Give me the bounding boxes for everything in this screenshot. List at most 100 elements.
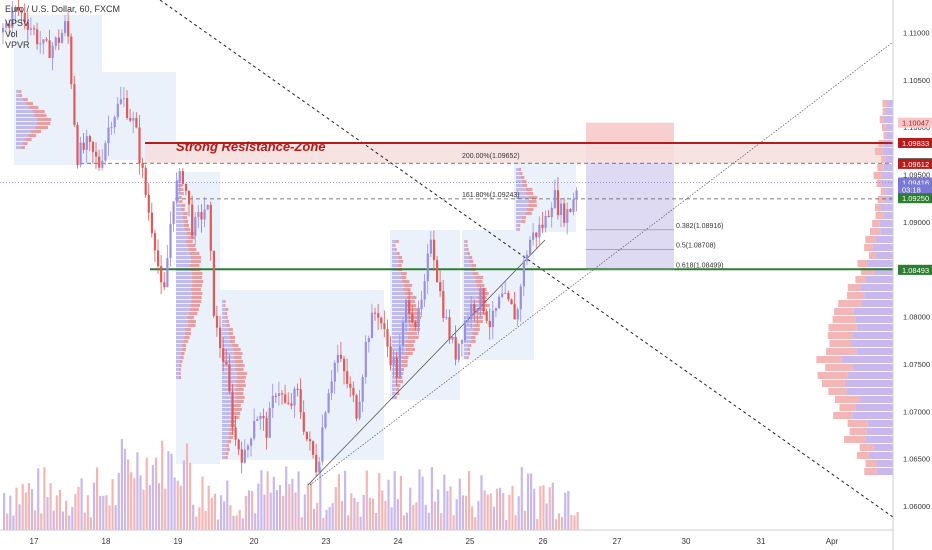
candle-bullish xyxy=(250,438,253,446)
session-profile-up xyxy=(222,320,227,323)
support-trendline[interactable] xyxy=(307,239,546,486)
session-profile-down xyxy=(404,292,413,295)
session-profile-up xyxy=(176,296,192,299)
session-profile-down xyxy=(180,192,184,195)
volume-bar xyxy=(185,443,189,530)
session-profile-down xyxy=(235,364,245,367)
session-profile-down xyxy=(525,212,532,215)
candle-bullish xyxy=(529,239,532,255)
candle-bullish xyxy=(256,419,259,421)
session-profile-up xyxy=(176,232,187,235)
session-profile-down xyxy=(225,452,229,455)
session-profile-down xyxy=(226,320,229,323)
vpvr-bar-down xyxy=(839,404,856,411)
volume-bar xyxy=(30,489,34,530)
candle-bullish xyxy=(119,99,122,104)
candle-bearish xyxy=(163,282,166,288)
volume-bar xyxy=(102,495,105,530)
candle-bullish xyxy=(463,321,467,340)
candle-bearish xyxy=(23,12,26,23)
session-profile-down xyxy=(232,412,241,415)
session-profile-down xyxy=(408,320,420,323)
session-profile-down xyxy=(28,134,37,137)
session-profile-down xyxy=(470,336,476,339)
candle-bullish xyxy=(166,258,169,288)
candle-bearish xyxy=(45,39,48,41)
price-axis[interactable] xyxy=(893,0,932,550)
volume-bar xyxy=(365,470,368,530)
candle-bullish xyxy=(277,393,281,397)
ascending-trendline[interactable] xyxy=(309,41,894,486)
session-profile-down xyxy=(184,228,191,231)
session-profile-down xyxy=(35,126,49,129)
vpvr-bar-down xyxy=(834,308,854,315)
vpvr-bar-up xyxy=(880,228,893,235)
price-tick-label: 1.09500 xyxy=(903,171,930,180)
candle-bearish xyxy=(240,449,243,463)
candle-bearish xyxy=(188,190,191,205)
session-profile-up xyxy=(176,216,183,219)
session-profile-up xyxy=(176,332,185,335)
session-profile-up xyxy=(176,276,192,279)
volume-bar xyxy=(142,489,145,530)
session-profile-down xyxy=(478,312,488,315)
volume-bar xyxy=(34,510,37,530)
session-profile-down xyxy=(528,196,538,199)
session-profile-down xyxy=(178,376,181,379)
volume-bar xyxy=(127,459,130,530)
resistance-zone[interactable] xyxy=(145,142,893,164)
candle-bullish xyxy=(110,127,113,129)
descending-trendline[interactable] xyxy=(159,0,901,523)
session-profile-up xyxy=(392,312,410,315)
session-box xyxy=(220,290,384,460)
volume-bar xyxy=(195,516,198,530)
indicator-vol[interactable]: Vol xyxy=(5,29,18,39)
volume-bar xyxy=(505,519,508,530)
session-profile-down xyxy=(26,102,34,105)
symbol-title[interactable]: Euro / U.S. Dollar, 60, FXCM xyxy=(5,4,121,14)
session-profile-up xyxy=(222,300,225,303)
vpvr-bar-down xyxy=(882,108,886,115)
volume-bar xyxy=(223,501,226,530)
candle-bearish xyxy=(541,224,544,228)
session-profile-down xyxy=(467,252,470,255)
session-profile-up xyxy=(222,352,235,355)
indicator-vpvr[interactable]: VPVR xyxy=(5,40,30,50)
session-profile-down xyxy=(477,288,487,291)
volume-bar xyxy=(204,510,207,530)
session-profile-up xyxy=(176,300,192,303)
session-profile-down xyxy=(191,292,203,295)
candle-bullish xyxy=(470,304,473,320)
volume-bar xyxy=(381,490,384,530)
position-target-zone[interactable] xyxy=(586,160,674,270)
vpvr-bar-up xyxy=(873,444,893,451)
candle-bullish xyxy=(79,142,82,166)
vpvr-bar-down xyxy=(882,100,887,107)
volume-bar xyxy=(406,512,409,530)
session-profile-down xyxy=(402,280,410,283)
vpvr-bar-down xyxy=(865,236,876,243)
candle-bearish xyxy=(8,23,11,28)
volume-bar xyxy=(55,495,58,530)
session-profile-up xyxy=(392,352,405,355)
vpvr-bar-up xyxy=(847,372,893,379)
indicator-vpsv[interactable]: VPSV xyxy=(5,18,30,28)
session-profile-up xyxy=(392,328,409,331)
candle-bearish xyxy=(439,282,442,292)
volume-bar xyxy=(235,515,238,530)
session-profile-up xyxy=(516,168,520,171)
session-profile-down xyxy=(521,220,526,223)
session-profile-down xyxy=(401,360,408,363)
vpvr-bar-up xyxy=(875,236,893,243)
session-profile-up xyxy=(464,336,471,339)
candle-bearish xyxy=(305,431,308,440)
candle-bullish xyxy=(175,181,178,202)
session-profile-up xyxy=(392,276,401,279)
session-profile-down xyxy=(405,344,414,347)
session-profile-up xyxy=(516,220,522,223)
session-profile-up xyxy=(392,304,407,307)
volume-bar xyxy=(257,483,260,530)
volume-bar xyxy=(570,515,573,530)
